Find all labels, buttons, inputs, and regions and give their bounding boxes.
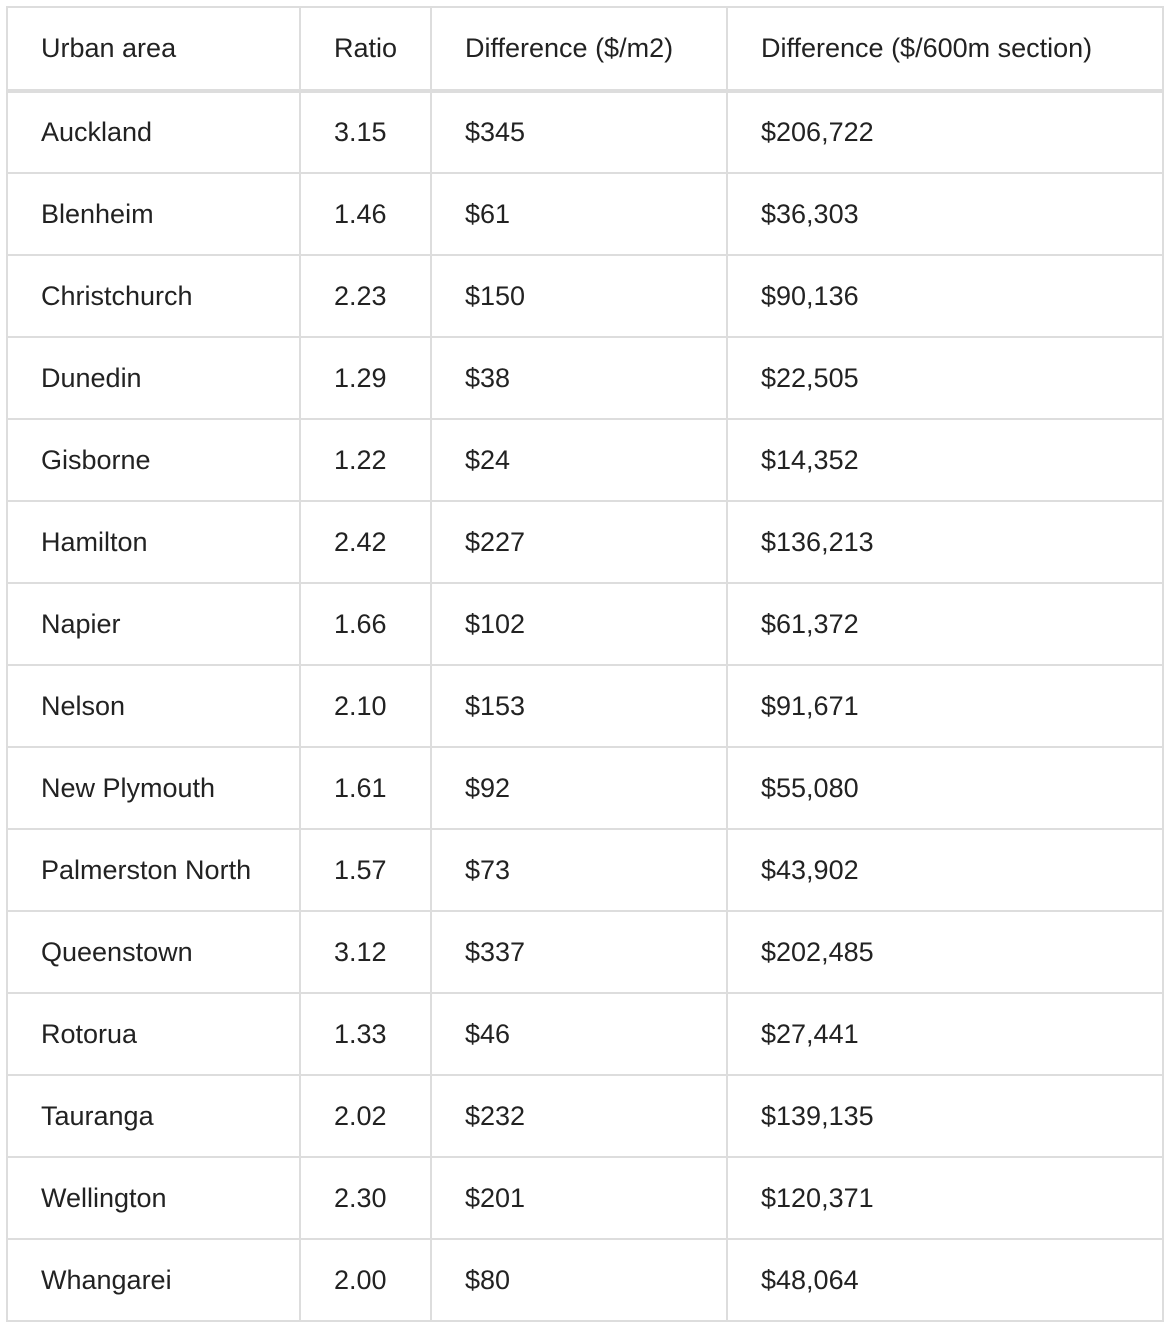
table-row: Auckland 3.15 $345 $206,722 bbox=[6, 90, 1164, 174]
table-body: Auckland 3.15 $345 $206,722 Blenheim 1.46 $61 $… bbox=[6, 90, 1164, 1322]
urban-area-cell: Palmerston North bbox=[6, 828, 301, 912]
difference-per-m2-cell: $201 bbox=[430, 1156, 728, 1240]
table-row: Gisborne 1.22 $24 $14,352 bbox=[6, 418, 1164, 502]
header-ratio: Ratio bbox=[299, 6, 432, 93]
urban-area-cell: Blenheim bbox=[6, 172, 301, 256]
difference-per-m2-cell: $46 bbox=[430, 992, 728, 1076]
urban-area-table: Urban area Ratio Difference ($/m2) Diffe… bbox=[6, 6, 1164, 1322]
ratio-cell: 2.02 bbox=[299, 1074, 432, 1158]
table-row: Christchurch 2.23 $150 $90,136 bbox=[6, 254, 1164, 338]
urban-area-cell: Wellington bbox=[6, 1156, 301, 1240]
header-urban-area: Urban area bbox=[6, 6, 301, 93]
ratio-cell: 3.12 bbox=[299, 910, 432, 994]
difference-per-section-cell: $48,064 bbox=[726, 1238, 1164, 1322]
ratio-cell: 2.10 bbox=[299, 664, 432, 748]
ratio-cell: 1.29 bbox=[299, 336, 432, 420]
urban-area-cell: Napier bbox=[6, 582, 301, 666]
urban-area-cell: Hamilton bbox=[6, 500, 301, 584]
difference-per-section-cell: $90,136 bbox=[726, 254, 1164, 338]
difference-per-section-cell: $36,303 bbox=[726, 172, 1164, 256]
ratio-cell: 2.00 bbox=[299, 1238, 432, 1322]
table-container: Urban area Ratio Difference ($/m2) Diffe… bbox=[6, 6, 1164, 1322]
difference-per-m2-cell: $232 bbox=[430, 1074, 728, 1158]
ratio-cell: 1.57 bbox=[299, 828, 432, 912]
urban-area-cell: Rotorua bbox=[6, 992, 301, 1076]
difference-per-section-cell: $202,485 bbox=[726, 910, 1164, 994]
difference-per-section-cell: $136,213 bbox=[726, 500, 1164, 584]
table-row: Napier 1.66 $102 $61,372 bbox=[6, 582, 1164, 666]
difference-per-section-cell: $139,135 bbox=[726, 1074, 1164, 1158]
difference-per-m2-cell: $24 bbox=[430, 418, 728, 502]
difference-per-m2-cell: $61 bbox=[430, 172, 728, 256]
difference-per-section-cell: $22,505 bbox=[726, 336, 1164, 420]
urban-area-cell: Dunedin bbox=[6, 336, 301, 420]
difference-per-section-cell: $27,441 bbox=[726, 992, 1164, 1076]
table-row: Rotorua 1.33 $46 $27,441 bbox=[6, 992, 1164, 1076]
header-difference-per-m2: Difference ($/m2) bbox=[430, 6, 728, 93]
difference-per-m2-cell: $73 bbox=[430, 828, 728, 912]
table-row: Tauranga 2.02 $232 $139,135 bbox=[6, 1074, 1164, 1158]
ratio-cell: 2.23 bbox=[299, 254, 432, 338]
difference-per-m2-cell: $102 bbox=[430, 582, 728, 666]
difference-per-m2-cell: $92 bbox=[430, 746, 728, 830]
table-row: Dunedin 1.29 $38 $22,505 bbox=[6, 336, 1164, 420]
difference-per-m2-cell: $227 bbox=[430, 500, 728, 584]
ratio-cell: 1.66 bbox=[299, 582, 432, 666]
table-row: Hamilton 2.42 $227 $136,213 bbox=[6, 500, 1164, 584]
ratio-cell: 1.33 bbox=[299, 992, 432, 1076]
ratio-cell: 1.61 bbox=[299, 746, 432, 830]
difference-per-section-cell: $43,902 bbox=[726, 828, 1164, 912]
ratio-cell: 3.15 bbox=[299, 90, 432, 174]
difference-per-m2-cell: $150 bbox=[430, 254, 728, 338]
header-row: Urban area Ratio Difference ($/m2) Diffe… bbox=[6, 6, 1164, 93]
difference-per-m2-cell: $345 bbox=[430, 90, 728, 174]
table-row: Queenstown 3.12 $337 $202,485 bbox=[6, 910, 1164, 994]
urban-area-cell: Nelson bbox=[6, 664, 301, 748]
ratio-cell: 2.42 bbox=[299, 500, 432, 584]
table-row: Whangarei 2.00 $80 $48,064 bbox=[6, 1238, 1164, 1322]
header-difference-per-section: Difference ($/600m section) bbox=[726, 6, 1164, 93]
urban-area-cell: Christchurch bbox=[6, 254, 301, 338]
table-row: Nelson 2.10 $153 $91,671 bbox=[6, 664, 1164, 748]
difference-per-m2-cell: $337 bbox=[430, 910, 728, 994]
difference-per-m2-cell: $38 bbox=[430, 336, 728, 420]
difference-per-section-cell: $55,080 bbox=[726, 746, 1164, 830]
ratio-cell: 1.46 bbox=[299, 172, 432, 256]
urban-area-cell: Whangarei bbox=[6, 1238, 301, 1322]
urban-area-cell: Gisborne bbox=[6, 418, 301, 502]
difference-per-section-cell: $14,352 bbox=[726, 418, 1164, 502]
difference-per-m2-cell: $153 bbox=[430, 664, 728, 748]
ratio-cell: 1.22 bbox=[299, 418, 432, 502]
urban-area-cell: Tauranga bbox=[6, 1074, 301, 1158]
difference-per-section-cell: $91,671 bbox=[726, 664, 1164, 748]
table-row: Blenheim 1.46 $61 $36,303 bbox=[6, 172, 1164, 256]
difference-per-m2-cell: $80 bbox=[430, 1238, 728, 1322]
urban-area-cell: Queenstown bbox=[6, 910, 301, 994]
urban-area-cell: Auckland bbox=[6, 90, 301, 174]
table-row: Wellington 2.30 $201 $120,371 bbox=[6, 1156, 1164, 1240]
difference-per-section-cell: $206,722 bbox=[726, 90, 1164, 174]
urban-area-cell: New Plymouth bbox=[6, 746, 301, 830]
ratio-cell: 2.30 bbox=[299, 1156, 432, 1240]
difference-per-section-cell: $120,371 bbox=[726, 1156, 1164, 1240]
table-row: Palmerston North 1.57 $73 $43,902 bbox=[6, 828, 1164, 912]
table-row: New Plymouth 1.61 $92 $55,080 bbox=[6, 746, 1164, 830]
difference-per-section-cell: $61,372 bbox=[726, 582, 1164, 666]
